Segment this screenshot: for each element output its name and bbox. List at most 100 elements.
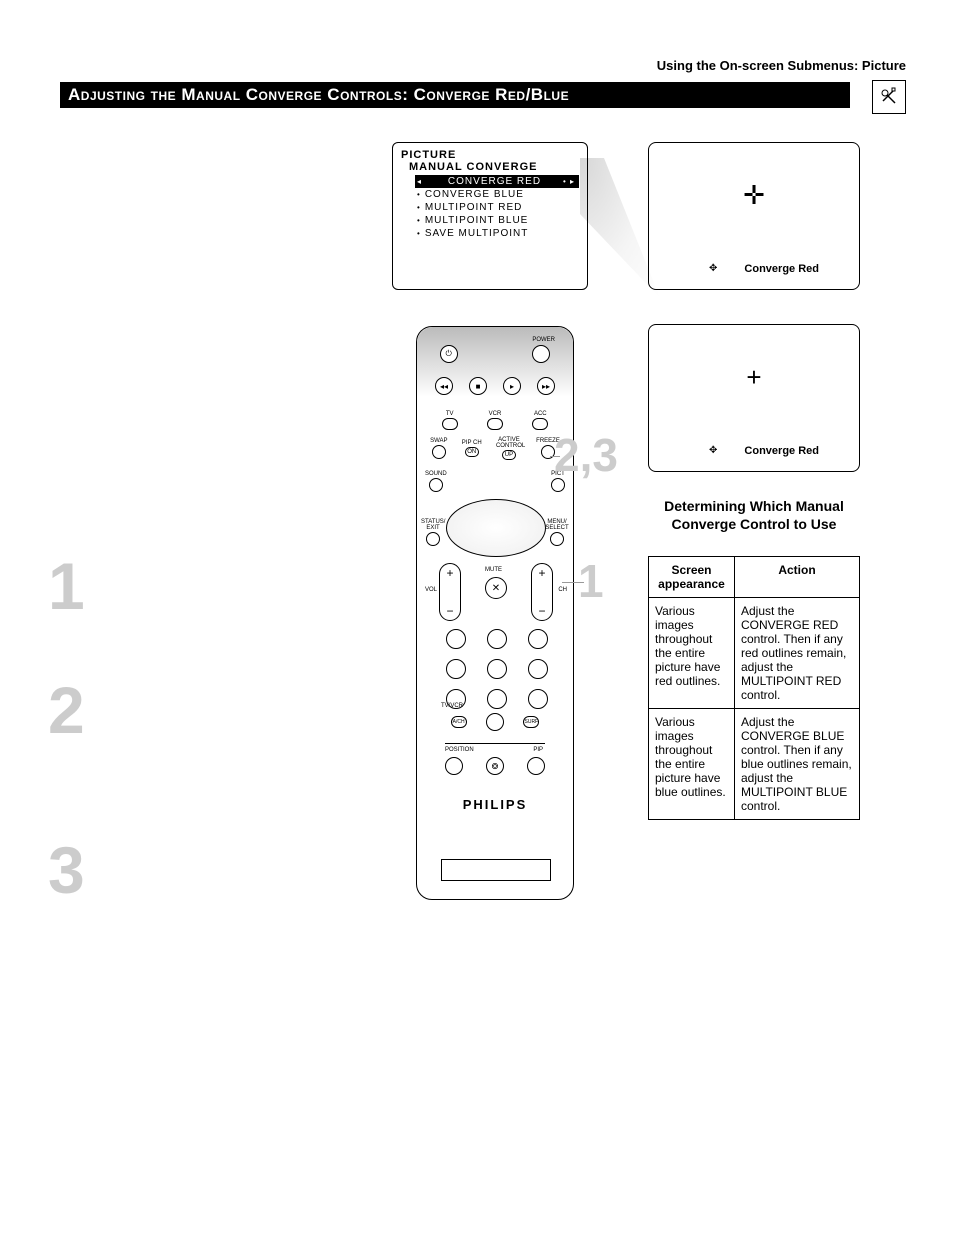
power-label: POWER: [532, 337, 555, 343]
vol-label: VOL: [425, 587, 437, 593]
preview-label: Converge Red: [744, 263, 819, 275]
status-label: STATUS/ EXIT: [421, 519, 445, 531]
ffwd-button[interactable]: ▸▸: [537, 377, 555, 395]
vcr-button[interactable]: [487, 418, 503, 430]
pointer-line: [550, 456, 560, 457]
vcr-label: VCR: [489, 411, 502, 417]
dpad-icon: ✥: [709, 445, 723, 459]
dpad-icon: ✥: [709, 263, 723, 277]
active-label: ACTIVE CONTROL: [496, 437, 522, 449]
service-icon: [872, 80, 906, 114]
breadcrumb: Using the On-screen Submenus: Picture: [657, 58, 906, 73]
num-5-button[interactable]: [487, 659, 507, 679]
step-number-1: 1: [48, 548, 85, 624]
play-button[interactable]: ▸: [503, 377, 521, 395]
ach-button[interactable]: A/CH: [451, 716, 467, 728]
table-title: Determining Which Manual Converge Contro…: [648, 498, 860, 533]
osd-item-label: CONVERGE BLUE: [425, 189, 524, 200]
menu-label: MENU/ SELECT: [545, 519, 569, 531]
plus-icon: +: [538, 566, 545, 580]
remote-control: POWER ⏻ ◂◂ ■ ▸ ▸▸ TV VCR ACC SWAP PIP CH…: [416, 326, 574, 900]
minus-icon: −: [538, 604, 545, 618]
pip-label: PIP: [533, 747, 543, 753]
tv-button[interactable]: [442, 418, 458, 430]
osd-subtitle: MANUAL CONVERGE: [409, 161, 579, 173]
num-3-button[interactable]: [528, 629, 548, 649]
table-cell-action: Adjust the CONVERGE BLUE control. Then i…: [735, 709, 860, 820]
standby-button[interactable]: ⏻: [440, 345, 458, 363]
pointer-line: [562, 582, 584, 583]
num-8-button[interactable]: [487, 689, 507, 709]
brand-logo: PHILIPS: [417, 797, 573, 812]
osd-menu: PICTURE MANUAL CONVERGE CONVERGE RED • ▸…: [392, 142, 588, 290]
num-1-button[interactable]: [446, 629, 466, 649]
acc-label: ACC: [534, 411, 547, 417]
surf-button[interactable]: SURF: [523, 716, 539, 728]
page-title: Adjusting the Manual Converge Controls: …: [68, 85, 569, 104]
pipch-up-button[interactable]: UP: [502, 450, 516, 460]
stop-button[interactable]: ■: [469, 377, 487, 395]
cross-icon: +: [746, 364, 761, 390]
plus-icon: +: [446, 566, 453, 580]
osd-item-label: SAVE MULTIPOINT: [425, 228, 529, 239]
mute-button[interactable]: ✕: [485, 577, 507, 599]
osd-item-selected[interactable]: CONVERGE RED • ▸: [415, 175, 579, 188]
table-header: Action: [735, 557, 860, 598]
sound-label: SOUND: [425, 471, 447, 477]
pipch-on-button[interactable]: ON: [465, 447, 479, 457]
pip-toggle-button[interactable]: ❂: [486, 757, 504, 775]
converge-preview-aligned: + ✥ Converge Red: [648, 324, 860, 472]
cross-icon: ✛: [743, 182, 765, 208]
sound-button[interactable]: [429, 478, 443, 492]
rewind-button[interactable]: ◂◂: [435, 377, 453, 395]
table-cell-action: Adjust the CONVERGE RED control. Then if…: [735, 598, 860, 709]
osd-item-label: MULTIPOINT BLUE: [425, 215, 529, 226]
swap-label: SWAP: [430, 438, 447, 444]
step-number-2: 2: [48, 672, 85, 748]
left-right-icon: • ▸: [563, 175, 575, 188]
remote-divider: [445, 743, 545, 744]
tvvcr-label: TV/VCR: [441, 703, 463, 709]
osd-item[interactable]: CONVERGE BLUE: [415, 188, 579, 201]
position-label: POSITION: [445, 747, 474, 753]
osd-item[interactable]: MULTIPOINT RED: [415, 201, 579, 214]
tv-label: TV: [446, 411, 454, 417]
ch-label: CH: [558, 587, 567, 593]
mute-label: MUTE: [485, 567, 502, 573]
osd-item[interactable]: MULTIPOINT BLUE: [415, 214, 579, 227]
callout-23: 2,3: [554, 428, 618, 482]
number-pad: [445, 629, 549, 709]
status-exit-button[interactable]: [426, 532, 440, 546]
osd-item[interactable]: SAVE MULTIPOINT: [415, 227, 579, 240]
pip-size-button[interactable]: [527, 757, 545, 775]
swap-button[interactable]: [432, 445, 446, 459]
callout-1: 1: [578, 554, 604, 608]
channel-rocker[interactable]: +−: [531, 563, 553, 621]
num-6-button[interactable]: [528, 659, 548, 679]
position-button[interactable]: [445, 757, 463, 775]
table-row: Various images throughout the entire pic…: [649, 709, 860, 820]
num-4-button[interactable]: [446, 659, 466, 679]
preview-label: Converge Red: [744, 445, 819, 457]
num-0-button[interactable]: [486, 713, 504, 731]
acc-button[interactable]: [532, 418, 548, 430]
table-cell-appearance: Various images throughout the entire pic…: [649, 709, 735, 820]
converge-decision-table: Screen appearance Action Various images …: [648, 556, 860, 820]
osd-title: PICTURE: [401, 149, 579, 161]
menu-select-button[interactable]: [550, 532, 564, 546]
num-9-button[interactable]: [528, 689, 548, 709]
table-cell-appearance: Various images throughout the entire pic…: [649, 598, 735, 709]
minus-icon: −: [446, 604, 453, 618]
osd-item-label: MULTIPOINT RED: [425, 202, 523, 213]
step-number-3: 3: [48, 832, 85, 908]
volume-rocker[interactable]: +−: [439, 563, 461, 621]
pipch-label: PIP CH: [462, 440, 482, 446]
osd-item-list: CONVERGE RED • ▸ CONVERGE BLUE MULTIPOIN…: [415, 175, 579, 240]
num-2-button[interactable]: [487, 629, 507, 649]
osd-item-label: CONVERGE RED: [448, 175, 541, 188]
power-button[interactable]: [532, 345, 550, 363]
page-title-bar: Adjusting the Manual Converge Controls: …: [60, 82, 850, 108]
converge-preview-misaligned: ✛ ✥ Converge Red: [648, 142, 860, 290]
tools-icon: [877, 85, 901, 109]
table-row: Various images throughout the entire pic…: [649, 598, 860, 709]
